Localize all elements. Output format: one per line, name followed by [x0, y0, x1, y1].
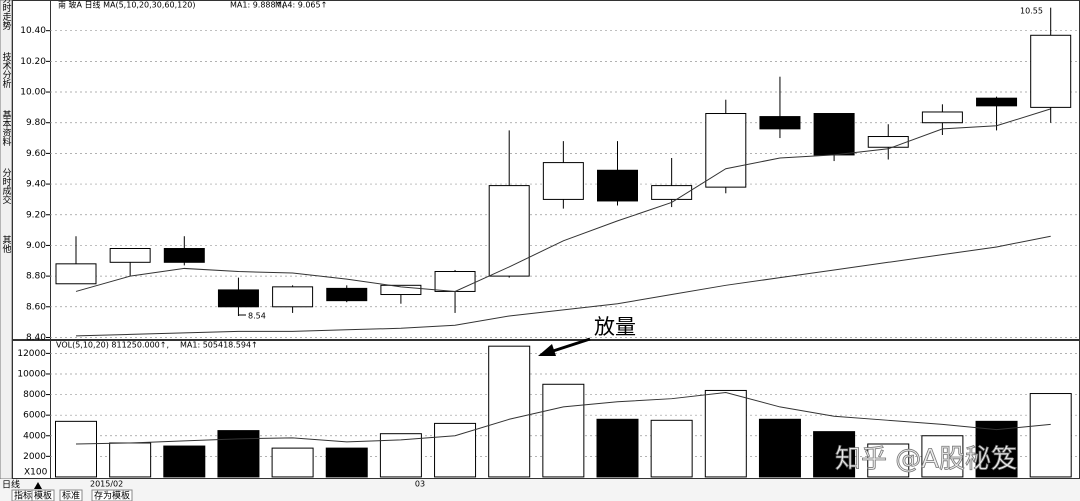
sidebar-tab[interactable]: 基本资料 [1, 109, 12, 147]
candle-body [163, 247, 205, 263]
y-tick-label: 10.40 [20, 26, 46, 36]
legend-entry: MA1: 505418.594↑ [180, 341, 258, 350]
candle-body [380, 284, 422, 296]
volume-bar [596, 418, 639, 478]
low-label: 8.54 [248, 312, 266, 321]
tab-box[interactable] [59, 489, 83, 501]
candle-body [542, 162, 584, 200]
y-tick-label: 10000 [17, 369, 46, 379]
y-tick-label: 8000 [23, 390, 46, 400]
volume-bar [921, 435, 964, 478]
bottom-bar [0, 479, 1080, 501]
volume-bar [867, 443, 910, 478]
candle-body [597, 169, 638, 202]
volume-bar [813, 431, 856, 478]
y-tick-label: 4000 [23, 431, 46, 441]
y-tick-label: 9.80 [26, 118, 46, 128]
annotation: 放量 [594, 315, 636, 339]
unit-label: X100 [24, 468, 48, 478]
sidebar-tab[interactable]: 分时成交 [1, 168, 12, 205]
candle-body [813, 113, 855, 156]
period-tab[interactable]: 日线 [2, 479, 20, 491]
candle-body [109, 247, 151, 263]
candle-body [759, 116, 801, 130]
sidebar-tab[interactable]: 分时走势 [1, 0, 12, 31]
y-tick-label: 8.80 [26, 272, 46, 282]
volume-bar [217, 430, 260, 478]
candle-body [55, 263, 97, 285]
volume-title: VOL(5,10,20) 811250.000↑, [56, 341, 169, 350]
tab-box[interactable] [31, 489, 55, 501]
y-tick-label: 9.40 [26, 180, 46, 190]
bottom-tab[interactable]: 模板 [34, 490, 52, 501]
volume-bar [325, 447, 368, 478]
y-tick-label: 8.40 [26, 333, 46, 343]
y-tick-label: 9.60 [26, 149, 46, 159]
y-tick-label: 2000 [23, 452, 46, 462]
candle-body [1030, 34, 1072, 108]
y-tick-label: 12000 [17, 349, 46, 359]
watermark: 知乎 @A股秘笈 [835, 445, 1017, 475]
ma-line [75, 392, 1051, 445]
candle-body [651, 185, 693, 200]
candle-body [217, 289, 259, 308]
y-tick-label: 6000 [23, 411, 46, 421]
volume-bar [975, 420, 1018, 478]
bottom-tab[interactable]: 存为模板 [94, 490, 130, 501]
high-label: 10.55 [1020, 7, 1043, 16]
ma-line [75, 108, 1051, 292]
legend-entry: MA1: 9.888↑, [230, 1, 285, 10]
arrow-head [538, 344, 556, 356]
x-tick-label: 03 [415, 480, 425, 489]
y-tick-label: 8.60 [26, 302, 46, 312]
volume-bar [379, 433, 422, 478]
legend-entry: MA4: 9.065↑ [275, 1, 327, 10]
volume-bar [704, 389, 747, 478]
volume-bar [55, 420, 97, 478]
sidebar-tab[interactable]: 其他 [1, 235, 12, 254]
volume-bar [650, 419, 693, 478]
candle-body [976, 97, 1018, 107]
candle-body [867, 136, 909, 148]
candle-body [272, 286, 314, 308]
volume-bar [758, 418, 801, 478]
tab-box[interactable] [91, 489, 133, 501]
candle-body [434, 271, 476, 292]
toggle-icon[interactable] [34, 482, 42, 489]
candle-body [326, 287, 368, 302]
bottom-tab[interactable]: 标准 [62, 490, 80, 501]
volume-bar [488, 345, 531, 478]
candle-body [488, 185, 530, 277]
sidebar-tab[interactable]: 技术分析 [1, 51, 12, 89]
y-tick-label: 10.20 [20, 57, 46, 67]
y-tick-label: 9.20 [26, 210, 46, 220]
candle-body [705, 113, 747, 188]
volume-bar [542, 383, 585, 478]
ma-line [75, 235, 1051, 337]
volume-bar [163, 445, 206, 478]
bottom-tab[interactable]: 指标 [14, 490, 32, 501]
candle-body [921, 111, 963, 124]
volume-bar [271, 447, 314, 478]
volume-bar [1029, 393, 1072, 478]
y-tick-label: 10.00 [20, 88, 46, 98]
volume-bar [109, 442, 152, 478]
volume-bar [434, 422, 477, 478]
y-tick-label: 9.00 [26, 241, 46, 251]
x-tick-label: 2015/02 [90, 480, 123, 489]
arrow [549, 337, 591, 354]
price-title: 南 玻A 日线 MA(5,10,20,30,60,120) [58, 0, 196, 10]
